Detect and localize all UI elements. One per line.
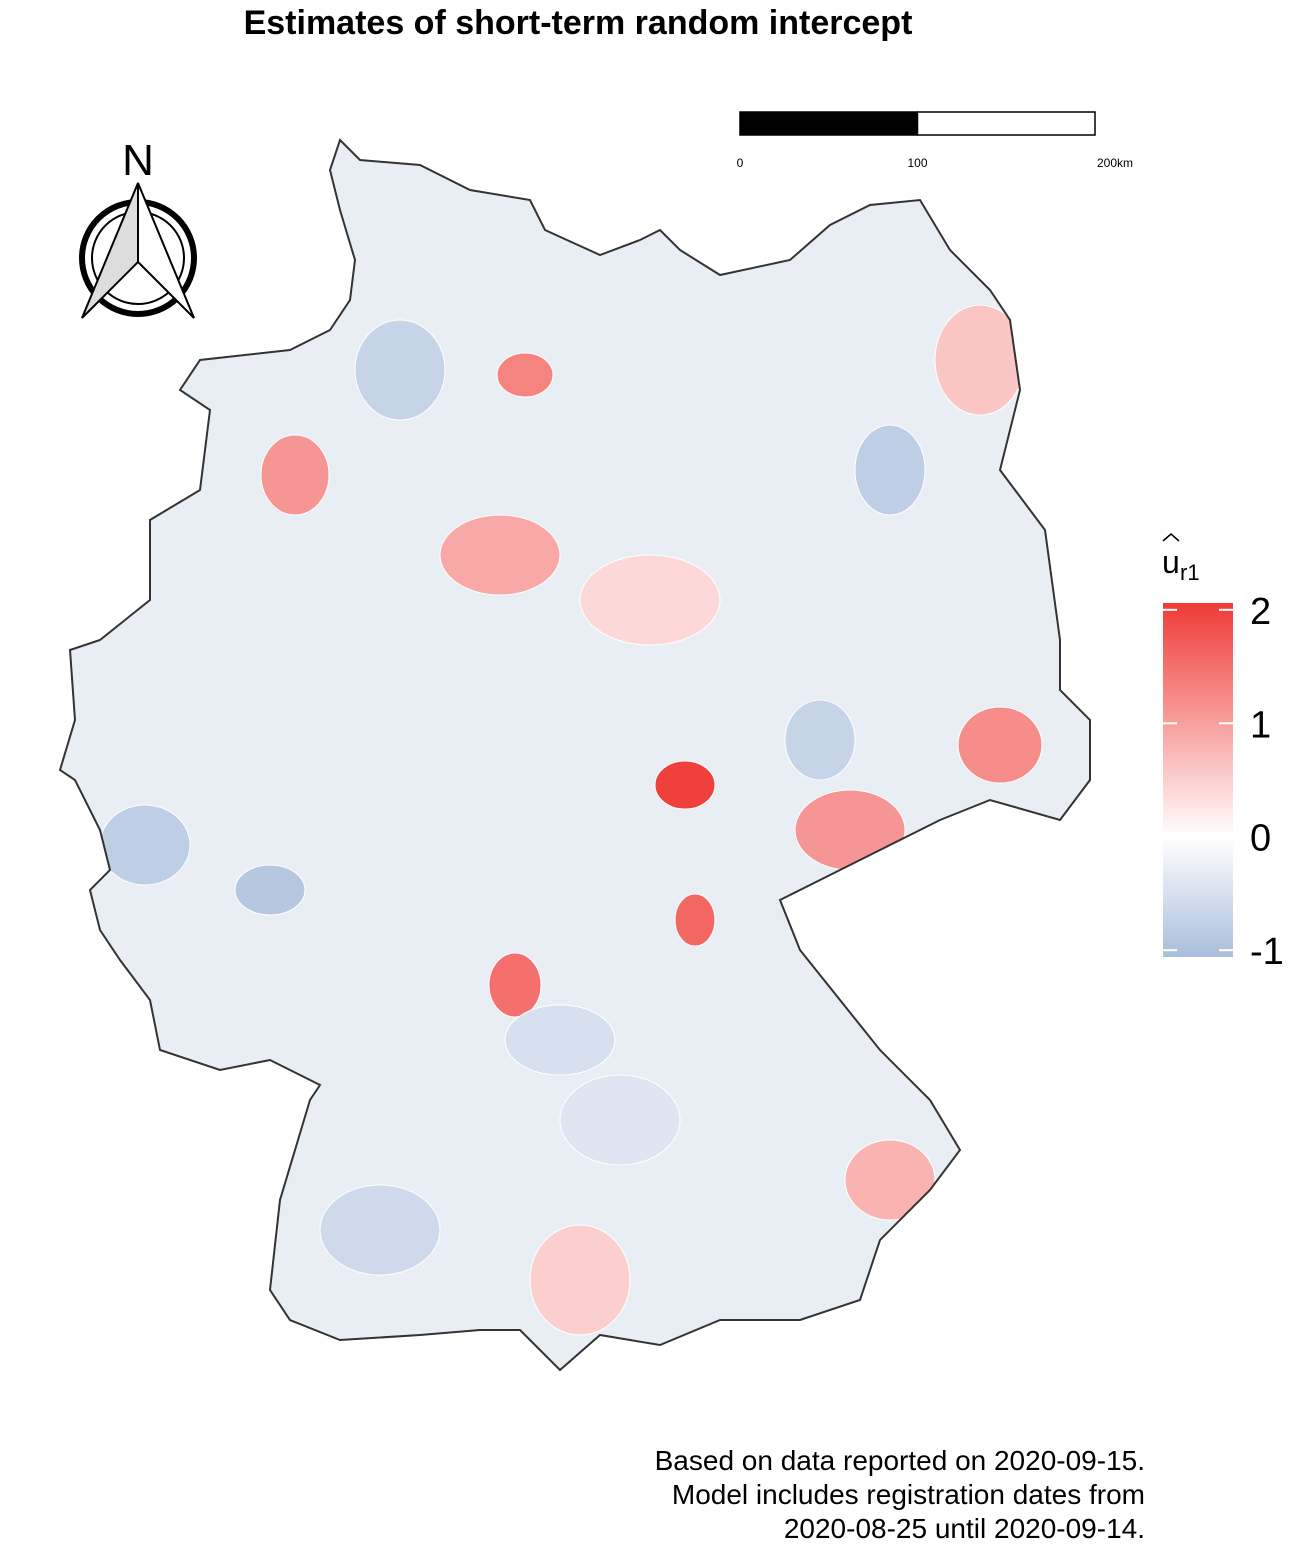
district xyxy=(488,952,542,1018)
district xyxy=(844,1139,936,1221)
caption: Based on data reported on 2020-09-15. Mo… xyxy=(655,1445,1145,1544)
colorbar-label: -1 xyxy=(1250,931,1284,973)
scale-segment xyxy=(916,111,1096,136)
colorbar-label: 0 xyxy=(1250,818,1271,860)
map xyxy=(58,138,1091,1372)
district xyxy=(260,434,330,516)
country-border xyxy=(58,138,1091,1372)
legend-title: u xyxy=(1162,544,1180,580)
caption-line: Model includes registration dates from xyxy=(672,1479,1145,1510)
district xyxy=(354,319,446,421)
district xyxy=(854,424,926,516)
district xyxy=(439,514,561,596)
legend-hat xyxy=(1162,533,1180,542)
districts xyxy=(99,304,1043,1336)
district xyxy=(504,1004,616,1076)
district xyxy=(654,760,716,810)
district xyxy=(234,864,306,916)
country-fill xyxy=(60,140,1090,1370)
caption-line: Based on data reported on 2020-09-15. xyxy=(655,1445,1145,1476)
legend: u r1 2 1 0 -1 xyxy=(1162,533,1284,973)
district xyxy=(99,804,191,886)
legend-title-subscript: r1 xyxy=(1180,560,1200,585)
chart-title: Estimates of short-term random intercept xyxy=(244,4,913,42)
district xyxy=(529,1224,631,1336)
district xyxy=(957,706,1043,784)
scale-bar: 0 100 200km xyxy=(737,111,1133,170)
district xyxy=(674,893,716,947)
district xyxy=(496,352,554,398)
scale-segment xyxy=(739,111,919,136)
scale-label: 100 xyxy=(907,156,927,170)
district xyxy=(319,1184,441,1276)
district xyxy=(784,699,856,781)
district xyxy=(579,554,721,646)
colorbar xyxy=(1163,603,1233,957)
north-arrow: N xyxy=(79,136,197,319)
colorbar-label: 1 xyxy=(1250,704,1271,746)
colorbar-label: 2 xyxy=(1250,591,1271,633)
district xyxy=(934,304,1026,416)
district xyxy=(559,1074,681,1166)
district xyxy=(794,789,906,871)
scale-label: 200km xyxy=(1097,156,1133,170)
caption-line: 2020-08-25 until 2020-09-14. xyxy=(784,1513,1145,1544)
scale-label: 0 xyxy=(737,156,744,170)
north-label: N xyxy=(122,136,154,185)
